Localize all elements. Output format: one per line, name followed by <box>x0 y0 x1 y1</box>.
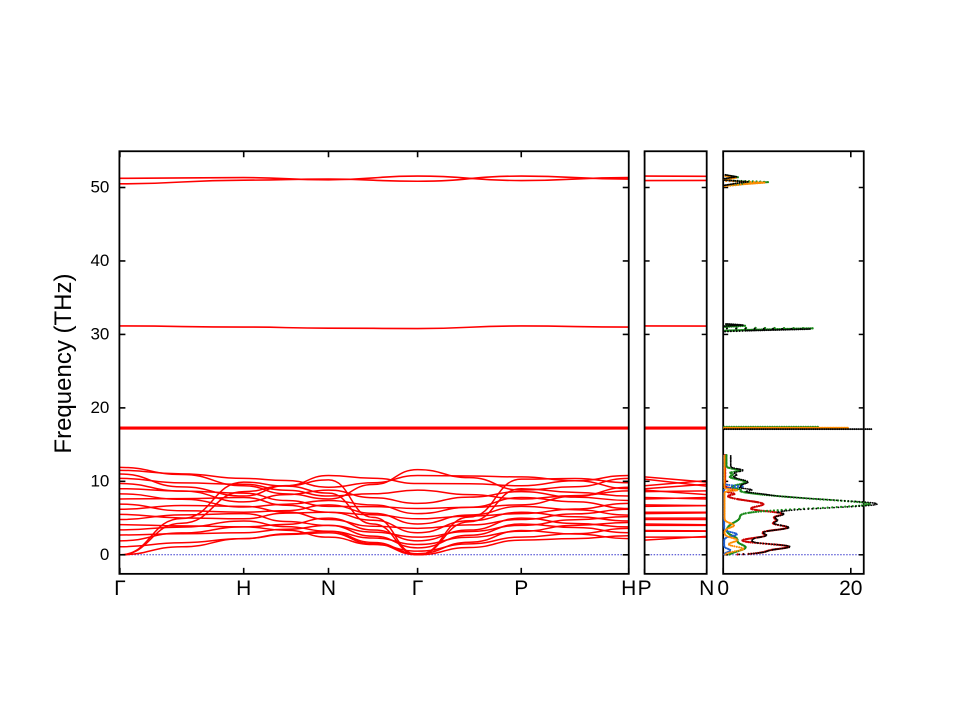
svg-text:N: N <box>699 577 714 600</box>
svg-text:P: P <box>514 577 528 600</box>
svg-text:20: 20 <box>90 398 109 417</box>
svg-text:H: H <box>621 577 636 600</box>
svg-text:Γ: Γ <box>114 577 126 600</box>
svg-text:0: 0 <box>100 545 109 564</box>
svg-text:30: 30 <box>90 324 109 343</box>
svg-text:H: H <box>236 577 251 600</box>
svg-text:10: 10 <box>90 471 109 490</box>
svg-text:0: 0 <box>717 577 729 600</box>
svg-text:20: 20 <box>839 577 862 600</box>
svg-text:Frequency (THz): Frequency (THz) <box>50 274 77 454</box>
svg-text:Γ: Γ <box>412 577 424 600</box>
svg-text:N: N <box>321 577 336 600</box>
svg-text:P: P <box>638 577 652 600</box>
svg-text:50: 50 <box>90 178 109 197</box>
svg-text:40: 40 <box>90 251 109 270</box>
